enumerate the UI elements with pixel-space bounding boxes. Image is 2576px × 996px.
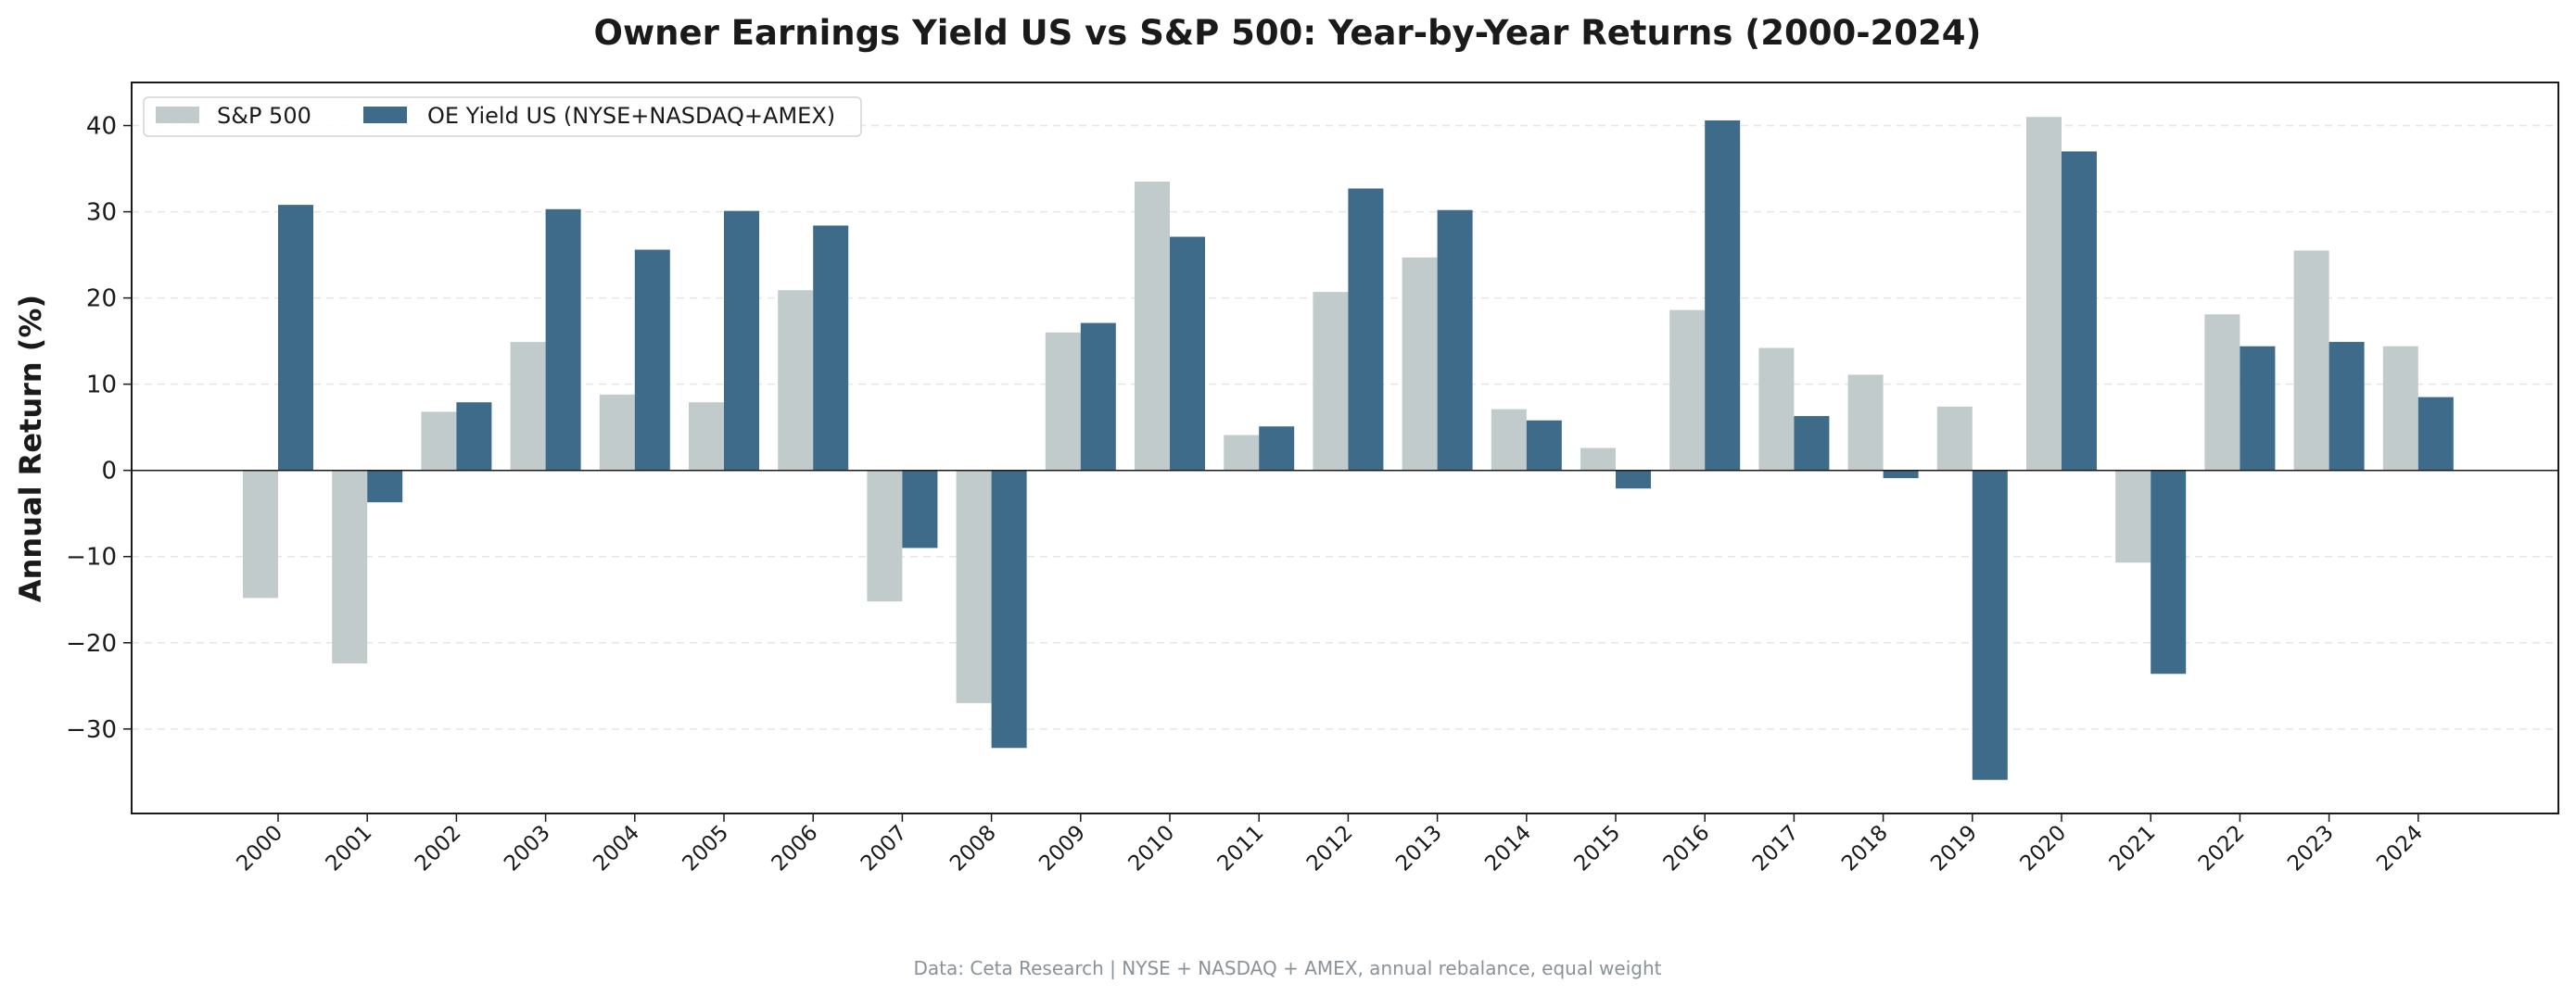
x-tick-label: 2008: [945, 821, 1001, 876]
bar-sp500-2002: [421, 411, 457, 471]
x-tick-label: 2018: [1837, 821, 1893, 876]
bar-oe-yield-2016: [1705, 120, 1741, 471]
bar-oe-yield-2014: [1526, 420, 1562, 471]
x-tick-label: 2007: [857, 821, 912, 876]
bar-sp500-2022: [2204, 314, 2240, 471]
x-tick-label: 2012: [1302, 821, 1358, 876]
y-tick-label: −10: [66, 544, 117, 572]
x-tick-label: 2010: [1123, 821, 1179, 876]
bar-oe-yield-2004: [634, 249, 670, 471]
bar-oe-yield-2007: [902, 470, 938, 548]
bar-oe-yield-2003: [545, 208, 581, 471]
bar-sp500-2010: [1135, 181, 1170, 471]
bar-oe-yield-2000: [278, 205, 313, 471]
bar-sp500-2018: [1847, 374, 1884, 471]
x-tick-label: 2001: [322, 821, 377, 876]
x-tick-label: 2005: [678, 821, 733, 876]
x-tick-label: 2017: [1748, 821, 1804, 876]
bar-oe-yield-2001: [367, 470, 403, 503]
bar-sp500-2023: [2293, 250, 2329, 471]
bar-sp500-2001: [332, 470, 368, 664]
bars: [243, 117, 2454, 780]
x-tick-label: 2015: [1569, 821, 1625, 876]
plot-frame: [131, 82, 2559, 814]
x-tick-label: 2011: [1213, 821, 1269, 876]
bar-sp500-2017: [1758, 347, 1795, 471]
x-tick-label: 2003: [500, 821, 555, 876]
bar-oe-yield-2006: [813, 225, 849, 471]
bar-sp500-2000: [243, 470, 278, 599]
chart-title: Owner Earnings Yield US vs S&P 500: Year…: [594, 13, 1982, 53]
y-tick-label: 0: [101, 458, 117, 485]
bar-oe-yield-2023: [2329, 342, 2365, 471]
x-tick-label: 2021: [2105, 821, 2161, 876]
x-tick-label: 2009: [1034, 821, 1090, 876]
bar-oe-yield-2018: [1883, 470, 1919, 479]
bar-sp500-2009: [1045, 332, 1081, 471]
bar-oe-yield-2020: [2062, 151, 2097, 471]
legend-swatch-oe-yield: [363, 107, 407, 123]
legend-box: [143, 96, 862, 137]
bar-oe-yield-2022: [2240, 346, 2276, 471]
x-tick-label: 2004: [589, 821, 644, 876]
x-tick-label: 2002: [411, 821, 466, 876]
x-tick-label: 2013: [1391, 821, 1447, 876]
bar-sp500-2008: [956, 470, 992, 703]
x-tick-label: 2014: [1480, 821, 1536, 876]
y-axis-label: Annual Return (%): [13, 295, 48, 602]
bar-oe-yield-2013: [1437, 209, 1473, 471]
bar-oe-yield-2012: [1348, 188, 1384, 471]
bar-oe-yield-2009: [1080, 322, 1116, 471]
bar-oe-yield-2010: [1170, 236, 1205, 471]
x-tick-label: 2020: [2015, 821, 2071, 876]
bar-sp500-2011: [1224, 435, 1260, 471]
y-tick-label: 30: [86, 199, 117, 227]
bar-sp500-2012: [1313, 292, 1349, 471]
bar-sp500-2013: [1402, 257, 1438, 471]
bar-oe-yield-2005: [724, 210, 759, 471]
x-tick-label: 2019: [1926, 821, 1982, 876]
legend-label-sp500: S&P 500: [217, 103, 311, 129]
legend: S&P 500 OE Yield US (NYSE+NASDAQ+AMEX): [143, 96, 862, 137]
y-tick-label: 20: [86, 285, 117, 313]
x-tick-label: 2022: [2194, 821, 2250, 876]
x-tick-label: 2006: [768, 821, 823, 876]
bar-oe-yield-2011: [1259, 426, 1295, 471]
bar-sp500-2007: [867, 470, 903, 602]
y-tick-label: −20: [66, 630, 117, 658]
y-tick-label: 40: [86, 113, 117, 141]
bar-oe-yield-2017: [1794, 416, 1830, 471]
bar-sp500-2024: [2382, 346, 2418, 471]
x-tick-label: 2024: [2372, 821, 2428, 876]
footnote: Data: Ceta Research | NYSE + NASDAQ + AM…: [914, 957, 1662, 979]
bar-sp500-2021: [2115, 470, 2151, 563]
y-tick-label: 10: [86, 372, 117, 399]
x-tick-label: 2000: [232, 821, 287, 876]
x-tick-label: 2016: [1659, 821, 1715, 876]
bar-sp500-2020: [2026, 117, 2062, 471]
bar-sp500-2014: [1491, 409, 1527, 471]
y-axis-ticks: −30 −20 −10 0 10 20 30 40: [66, 113, 132, 744]
bar-oe-yield-2024: [2417, 397, 2454, 471]
y-tick-label: −30: [66, 716, 117, 744]
bar-oe-yield-2015: [1616, 470, 1651, 489]
bar-oe-yield-2021: [2151, 470, 2187, 675]
bar-oe-yield-2019: [1972, 470, 2008, 780]
bar-sp500-2019: [1936, 406, 1973, 471]
legend-swatch-sp500: [156, 107, 199, 123]
bar-sp500-2004: [599, 394, 635, 471]
bar-oe-yield-2002: [456, 402, 492, 471]
legend-label-oe-yield: OE Yield US (NYSE+NASDAQ+AMEX): [427, 103, 835, 129]
x-tick-label: 2023: [2283, 821, 2339, 876]
bar-sp500-2005: [689, 402, 724, 471]
x-axis-ticks: 2000 2001 2002 2003 2004 2005 2006 2007 2008 2009…: [232, 813, 2428, 876]
bar-oe-yield-2008: [991, 470, 1027, 749]
bar-sp500-2006: [778, 290, 814, 471]
bar-sp500-2003: [510, 342, 546, 471]
bar-sp500-2016: [1669, 309, 1706, 471]
bar-sp500-2015: [1580, 448, 1616, 471]
